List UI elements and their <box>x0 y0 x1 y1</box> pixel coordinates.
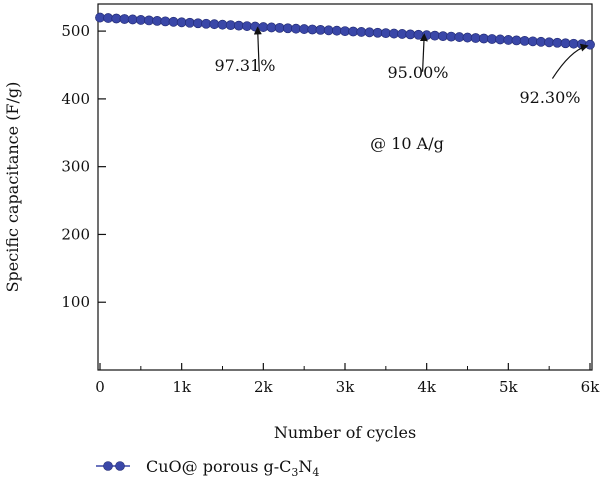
data-point <box>568 38 579 49</box>
series-markers <box>95 12 595 50</box>
y-axis-title: Specific capacitance (F/g) <box>3 82 22 293</box>
data-point <box>348 26 359 37</box>
data-point <box>552 37 563 48</box>
legend-label-main: CuO@ porous g-C <box>146 457 291 476</box>
data-point <box>478 33 489 44</box>
data-point <box>356 27 367 37</box>
x-tick-label: 1k <box>172 378 192 396</box>
data-point <box>184 17 195 28</box>
data-point <box>266 22 277 33</box>
annotation-label: 97.31% <box>214 56 275 75</box>
data-point <box>397 29 408 39</box>
data-point <box>160 16 171 27</box>
axis-ticks: 0 1k 2k 3k 4k 5k 6k 100 200 300 400 500 <box>61 22 600 396</box>
data-point <box>274 22 285 33</box>
legend-marker-left <box>103 461 113 471</box>
data-point <box>168 16 179 27</box>
data-point <box>560 38 571 49</box>
data-point <box>217 19 228 30</box>
x-tick-label: 3k <box>336 378 356 396</box>
plot-frame <box>97 3 593 371</box>
data-point <box>127 14 138 25</box>
data-point <box>299 24 310 34</box>
data-point <box>487 34 497 44</box>
data-point <box>536 36 546 47</box>
data-point <box>176 17 187 28</box>
data-point <box>438 31 448 42</box>
legend-label-sub3: 3 <box>291 466 298 479</box>
data-point <box>446 31 457 42</box>
data-point <box>135 15 146 25</box>
data-point <box>511 35 522 46</box>
condition-label: @ 10 A/g <box>370 134 444 153</box>
data-point <box>429 30 440 41</box>
data-point <box>144 15 154 26</box>
y-tick-label: 400 <box>61 90 90 108</box>
data-point <box>119 14 130 24</box>
data-point <box>250 21 261 32</box>
data-point <box>413 29 424 40</box>
legend-label: CuO@ porous g-C3N4 <box>146 457 319 479</box>
data-point <box>111 13 122 24</box>
legend-marker-right <box>115 461 125 471</box>
y-tick-label: 200 <box>61 225 90 243</box>
data-point <box>193 18 203 29</box>
x-tick-label: 4k <box>417 378 437 396</box>
data-point <box>503 35 514 45</box>
data-point <box>454 32 465 42</box>
data-point <box>225 20 236 31</box>
data-point <box>372 27 383 38</box>
annotations: 97.31% 95.00% 92.30% @ 10 A/g <box>214 26 589 153</box>
legend-label-sub4: 4 <box>312 466 319 479</box>
y-tick-label: 100 <box>61 293 90 311</box>
data-point <box>95 12 105 23</box>
data-point <box>364 27 375 38</box>
y-tick-label: 500 <box>61 22 90 40</box>
data-point <box>201 18 212 29</box>
data-point <box>380 28 391 39</box>
data-point <box>585 39 595 50</box>
x-tick-label: 6k <box>581 378 600 396</box>
data-point <box>291 23 301 34</box>
data-point <box>462 32 473 43</box>
annotation-arrow <box>253 26 262 72</box>
data-point <box>544 37 555 48</box>
annotation-arrow <box>419 33 428 72</box>
data-point <box>421 30 432 41</box>
data-point <box>405 29 416 40</box>
data-point <box>282 23 293 34</box>
data-point <box>519 35 530 46</box>
data-point <box>152 15 163 26</box>
annotation-label: 95.00% <box>387 63 448 82</box>
data-point <box>470 33 481 43</box>
y-tick-label: 300 <box>61 158 90 176</box>
x-tick-label: 0 <box>95 378 105 396</box>
data-point <box>495 34 506 45</box>
data-point <box>307 24 318 35</box>
data-point <box>103 13 114 23</box>
data-point <box>340 26 350 37</box>
annotation-label: 92.30% <box>519 88 580 107</box>
data-point <box>527 36 538 47</box>
annotation-arrow <box>551 43 589 79</box>
data-point <box>209 19 220 30</box>
data-point <box>331 25 342 36</box>
data-point <box>258 22 269 32</box>
data-point <box>233 20 244 31</box>
data-point <box>323 25 334 36</box>
legend-label-n: N <box>298 457 312 476</box>
data-point <box>242 21 252 31</box>
data-point <box>389 28 399 39</box>
legend: CuO@ porous g-C3N4 <box>96 457 319 479</box>
data-point <box>315 24 326 35</box>
x-axis-title: Number of cycles <box>274 423 416 442</box>
x-tick-label: 2k <box>254 378 274 396</box>
x-tick-label: 5k <box>499 378 519 396</box>
